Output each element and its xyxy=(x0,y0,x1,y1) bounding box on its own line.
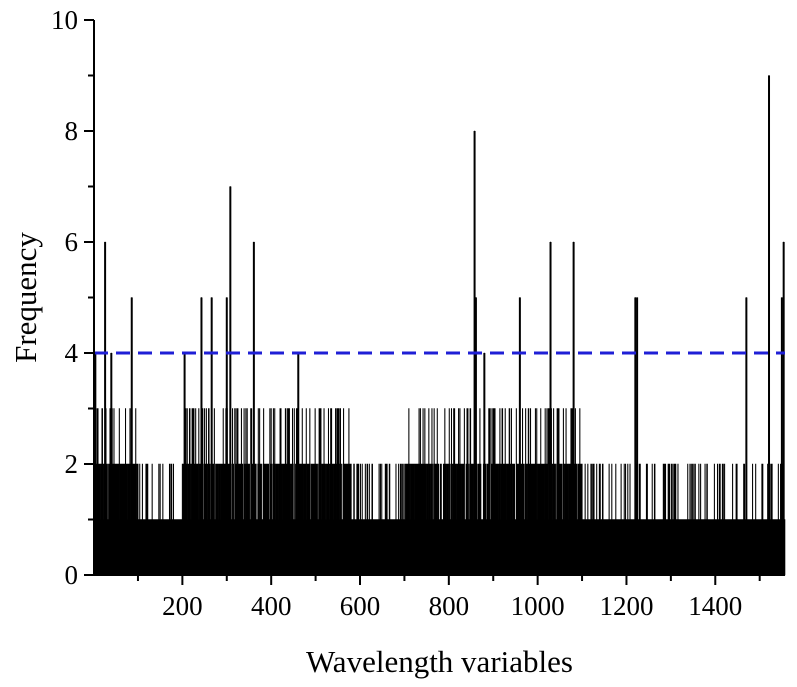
y-tick-label: 4 xyxy=(65,338,79,368)
y-tick-label: 8 xyxy=(65,116,79,146)
frequency-bars xyxy=(93,75,786,576)
x-ticks-group: 200 400 600 800 1000 1200 1400 xyxy=(136,575,761,621)
x-tick-label: 200 xyxy=(162,591,203,621)
bars-group xyxy=(93,75,786,576)
x-tick-label: 400 xyxy=(251,591,292,621)
y-tick-label: 0 xyxy=(65,560,79,590)
y-tick-label: 2 xyxy=(65,449,79,479)
x-tick-label: 800 xyxy=(429,591,470,621)
x-tick-label: 600 xyxy=(340,591,381,621)
x-tick-label: 1000 xyxy=(511,591,565,621)
x-tick-label: 1400 xyxy=(688,591,742,621)
x-tick-label: 1200 xyxy=(599,591,653,621)
x-axis-title: Wavelength variables xyxy=(306,644,573,679)
y-ticks-group: 0 2 4 6 8 10 xyxy=(51,5,94,590)
y-tick-label: 6 xyxy=(65,227,79,257)
y-axis-title: Frequency xyxy=(8,232,43,363)
y-tick-label: 10 xyxy=(51,5,78,35)
